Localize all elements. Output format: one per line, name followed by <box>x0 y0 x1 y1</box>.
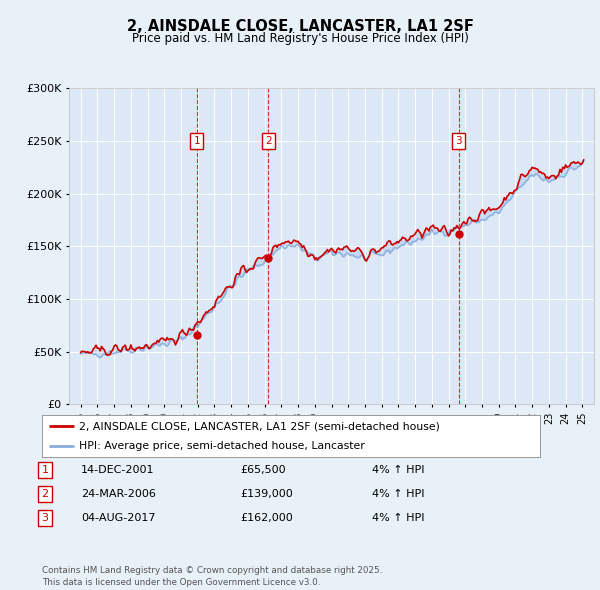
Text: £162,000: £162,000 <box>240 513 293 523</box>
Text: 3: 3 <box>455 136 462 146</box>
Text: 4% ↑ HPI: 4% ↑ HPI <box>372 513 425 523</box>
Text: 14-DEC-2001: 14-DEC-2001 <box>81 466 155 475</box>
Text: 1: 1 <box>194 136 200 146</box>
Text: £65,500: £65,500 <box>240 466 286 475</box>
Text: 1: 1 <box>41 466 49 475</box>
Text: 2, AINSDALE CLOSE, LANCASTER, LA1 2SF: 2, AINSDALE CLOSE, LANCASTER, LA1 2SF <box>127 19 473 34</box>
Text: 2: 2 <box>41 489 49 499</box>
Text: 4% ↑ HPI: 4% ↑ HPI <box>372 466 425 475</box>
Text: 2, AINSDALE CLOSE, LANCASTER, LA1 2SF (semi-detached house): 2, AINSDALE CLOSE, LANCASTER, LA1 2SF (s… <box>79 421 440 431</box>
Text: £139,000: £139,000 <box>240 489 293 499</box>
Text: 4% ↑ HPI: 4% ↑ HPI <box>372 489 425 499</box>
Text: Price paid vs. HM Land Registry's House Price Index (HPI): Price paid vs. HM Land Registry's House … <box>131 32 469 45</box>
Text: HPI: Average price, semi-detached house, Lancaster: HPI: Average price, semi-detached house,… <box>79 441 365 451</box>
Text: 3: 3 <box>41 513 49 523</box>
Text: 04-AUG-2017: 04-AUG-2017 <box>81 513 155 523</box>
Text: 2: 2 <box>265 136 272 146</box>
Text: Contains HM Land Registry data © Crown copyright and database right 2025.
This d: Contains HM Land Registry data © Crown c… <box>42 566 382 587</box>
Text: 24-MAR-2006: 24-MAR-2006 <box>81 489 156 499</box>
